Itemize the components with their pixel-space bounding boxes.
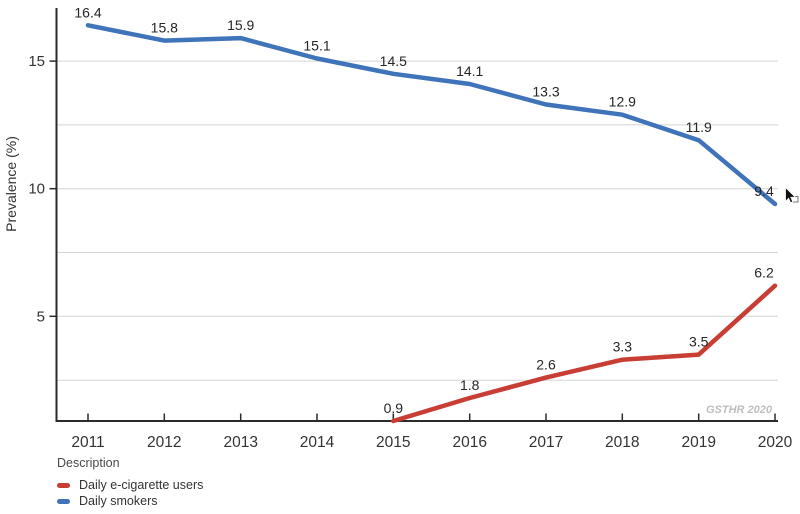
data-label-daily-e-cigarette-users-2017: 2.6 — [536, 357, 556, 373]
x-tick-label: 2019 — [681, 434, 715, 451]
y-axis-title: Prevalence (%) — [3, 136, 19, 232]
data-label-daily-e-cigarette-users-2016: 1.8 — [460, 377, 480, 393]
data-label-daily-e-cigarette-users-2020: 6.2 — [754, 265, 774, 281]
data-label-daily-smokers-2012: 15.8 — [151, 20, 178, 36]
data-label-daily-smokers-2019: 11.9 — [686, 119, 712, 135]
x-tick-label: 2015 — [376, 434, 410, 451]
y-tick-label: 15 — [28, 53, 45, 70]
watermark: GSTHR 2020 — [706, 404, 773, 416]
legend-item-daily-e-cigarette-users[interactable]: Daily e-cigarette users — [57, 479, 203, 492]
x-tick-label: 2011 — [71, 434, 104, 451]
series-daily-e-cigarette-users[interactable] — [391, 283, 778, 424]
data-label-daily-e-cigarette-users-2018: 3.3 — [613, 339, 633, 355]
legend-item-daily-smokers[interactable]: Daily smokers — [57, 495, 203, 508]
plot-area: 5 10 15 2011 2012 2013 2014 2015 2016 2017 2018 201… — [28, 4, 792, 451]
mouse-cursor — [785, 186, 799, 204]
cursor-arrow-icon — [785, 186, 797, 204]
legend-item-label: Daily e-cigarette users — [79, 478, 204, 492]
series-daily-smokers[interactable] — [85, 23, 778, 207]
x-tick-label: 2012 — [147, 434, 181, 451]
x-tick-label: 2014 — [300, 434, 335, 451]
y-tick-label: 10 — [28, 181, 45, 198]
x-tick-label: 2017 — [529, 434, 563, 451]
legend: Description Daily e-cigarette users Daily… — [57, 456, 203, 511]
x-tick-label: 2018 — [605, 434, 639, 451]
line-chart: 5 10 15 2011 2012 2013 2014 2015 2016 2017 2018 201… — [3, 4, 799, 451]
y-tick-label: 5 — [37, 308, 45, 325]
legend-item-label: Daily smokers — [79, 494, 158, 508]
x-tick-label: 2013 — [223, 434, 257, 451]
data-label-daily-smokers-2020: 9.4 — [754, 183, 774, 199]
x-tick-label: 2020 — [758, 434, 793, 451]
legend-swatch-icon — [57, 483, 70, 488]
data-label-daily-smokers-2014: 15.1 — [303, 38, 330, 54]
data-label-daily-smokers-2018: 12.9 — [609, 94, 636, 110]
data-label-daily-smokers-2011: 16.4 — [74, 4, 101, 20]
data-label-daily-smokers-2017: 13.3 — [532, 84, 559, 100]
data-label-daily-smokers-2015: 14.5 — [380, 53, 407, 69]
data-label-daily-smokers-2016: 14.1 — [456, 63, 483, 79]
legend-items: Daily e-cigarette users Daily smokers — [57, 479, 203, 508]
data-label-daily-smokers-2013: 15.9 — [227, 17, 254, 33]
legend-title: Description — [57, 456, 120, 470]
x-tick-label: 2016 — [452, 434, 486, 451]
data-label-daily-e-cigarette-users-2015: 0.9 — [384, 400, 404, 416]
legend-swatch-icon — [57, 499, 70, 504]
data-label-daily-e-cigarette-users-2019: 3.5 — [689, 334, 709, 350]
